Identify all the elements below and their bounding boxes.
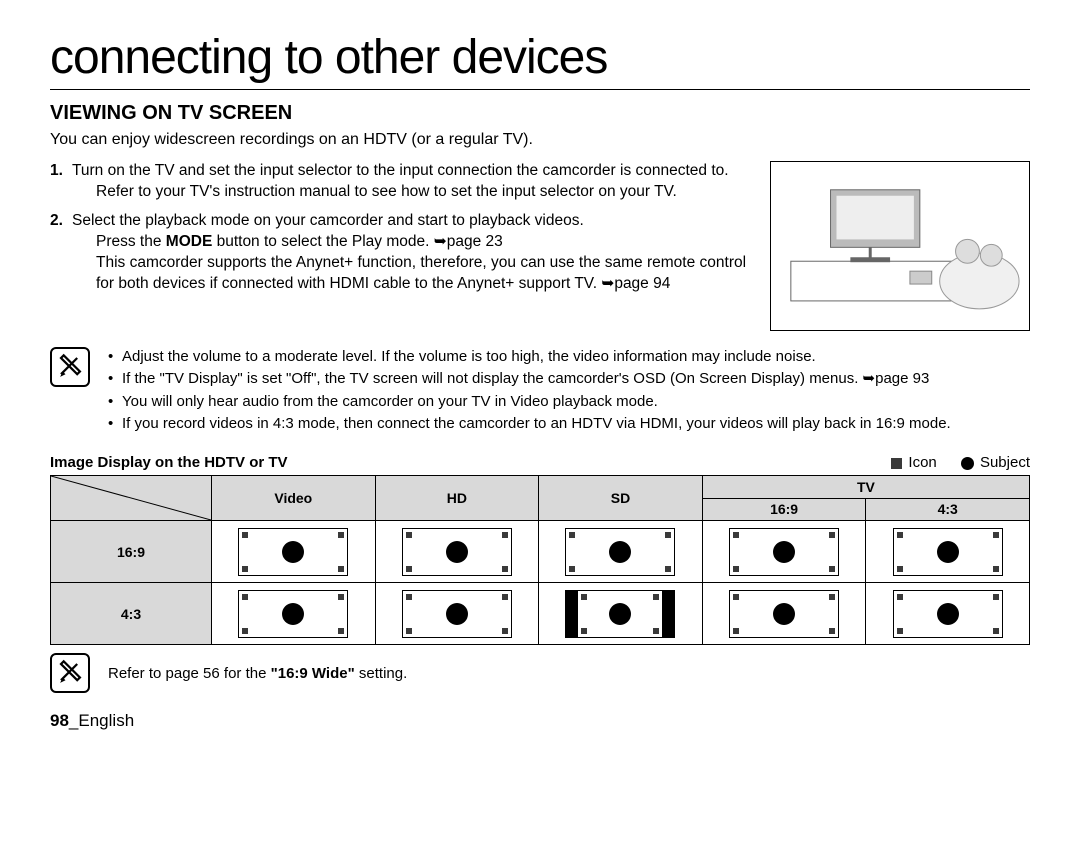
step-1: 1. Turn on the TV and set the input sele… bbox=[50, 161, 758, 203]
note-item: Adjust the volume to a moderate level. I… bbox=[108, 347, 1030, 367]
col-169: 16:9 bbox=[702, 498, 866, 521]
aspect-preview-bars bbox=[565, 590, 675, 638]
legend-subject-label: Subject bbox=[980, 454, 1030, 471]
aspect-preview bbox=[402, 528, 512, 576]
page-number: 98 bbox=[50, 711, 69, 730]
step-2-sub1: Press the MODE button to select the Play… bbox=[72, 232, 758, 253]
steps-list: 1. Turn on the TV and set the input sele… bbox=[50, 161, 758, 331]
notes-list: Adjust the volume to a moderate level. I… bbox=[108, 347, 1030, 436]
intro-text: You can enjoy widescreen recordings on a… bbox=[50, 131, 1030, 149]
footnote: Refer to page 56 for the "16:9 Wide" set… bbox=[50, 653, 1030, 693]
table-header-row: Image Display on the HDTV or TV Icon Sub… bbox=[50, 454, 1030, 471]
col-hd: HD bbox=[375, 476, 539, 521]
display-table: Video HD SD TV 16:9 4:3 16:9 4:3 bbox=[50, 475, 1030, 645]
step-number: 1. bbox=[50, 161, 72, 203]
legend-icon-label: Icon bbox=[908, 454, 936, 471]
col-43: 4:3 bbox=[866, 498, 1030, 521]
page-language: English bbox=[78, 711, 134, 730]
legend: Icon Subject bbox=[871, 454, 1030, 471]
step-2-sub2: This camcorder supports the Anynet+ func… bbox=[72, 253, 758, 295]
aspect-preview bbox=[238, 590, 348, 638]
col-tv: TV bbox=[702, 476, 1029, 499]
steps-and-illustration: 1. Turn on the TV and set the input sele… bbox=[50, 161, 1030, 331]
section-heading: VIEWING ON TV SCREEN bbox=[50, 102, 1030, 125]
aspect-preview bbox=[565, 528, 675, 576]
note-icon bbox=[50, 653, 90, 693]
aspect-preview bbox=[729, 590, 839, 638]
note-icon bbox=[50, 347, 90, 387]
col-video: Video bbox=[212, 476, 376, 521]
footnote-text: Refer to page 56 for the "16:9 Wide" set… bbox=[108, 665, 407, 682]
aspect-preview bbox=[893, 590, 1003, 638]
aspect-preview bbox=[238, 528, 348, 576]
row-43: 4:3 bbox=[51, 583, 212, 645]
note-item: If you record videos in 4:3 mode, then c… bbox=[108, 414, 1030, 434]
aspect-preview bbox=[893, 528, 1003, 576]
step-1-text: Turn on the TV and set the input selecto… bbox=[72, 162, 729, 179]
diagonal-header bbox=[51, 476, 211, 520]
aspect-preview bbox=[402, 590, 512, 638]
aspect-preview bbox=[729, 528, 839, 576]
step-1-sub: Refer to your TV's instruction manual to… bbox=[72, 182, 758, 203]
page-footer: 98_English bbox=[50, 711, 1030, 731]
col-sd: SD bbox=[539, 476, 703, 521]
step-2-text: Select the playback mode on your camcord… bbox=[72, 212, 584, 229]
row-169: 16:9 bbox=[51, 521, 212, 583]
table-row: 16:9 bbox=[51, 521, 1030, 583]
tv-illustration bbox=[770, 161, 1030, 331]
note-item: If the "TV Display" is set "Off", the TV… bbox=[108, 369, 1030, 389]
page-title: connecting to other devices bbox=[50, 30, 1030, 90]
table-row: 4:3 bbox=[51, 583, 1030, 645]
legend-circle-icon bbox=[961, 457, 974, 470]
notes-block: Adjust the volume to a moderate level. I… bbox=[50, 347, 1030, 436]
table-title: Image Display on the HDTV or TV bbox=[50, 454, 288, 471]
legend-square-icon bbox=[891, 458, 902, 469]
step-2: 2. Select the playback mode on your camc… bbox=[50, 211, 758, 295]
note-item: You will only hear audio from the camcor… bbox=[108, 392, 1030, 412]
step-number: 2. bbox=[50, 211, 72, 295]
